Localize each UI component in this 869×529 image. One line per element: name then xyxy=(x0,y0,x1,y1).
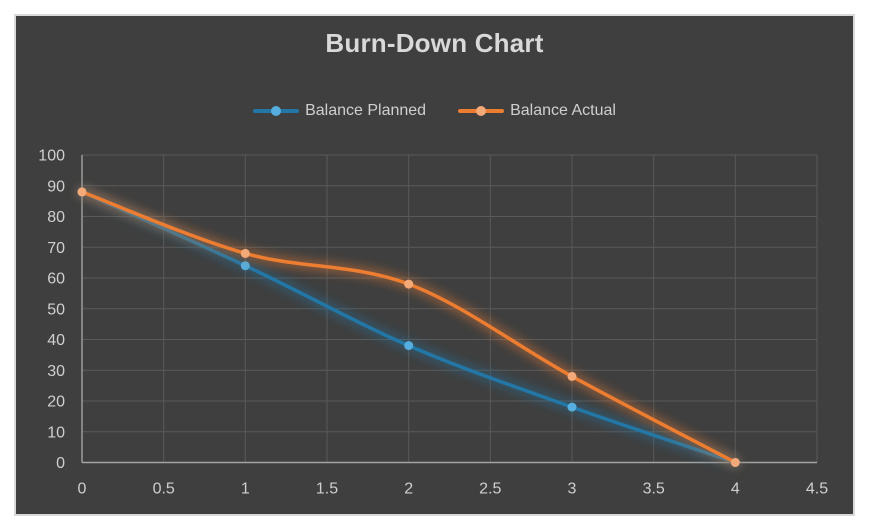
legend-line-marker-actual xyxy=(458,106,505,116)
data-point-marker-balance-actual xyxy=(77,187,87,197)
y-tick-label: 70 xyxy=(47,240,65,257)
data-point-marker-balance-actual xyxy=(240,248,250,258)
x-tick-label: 3 xyxy=(568,481,577,498)
legend-item-balance-actual: Balance Actual xyxy=(458,102,616,120)
y-tick-label: 40 xyxy=(47,332,65,349)
x-tick-label: 1 xyxy=(241,481,250,498)
data-point-marker-balance-actual xyxy=(567,371,577,381)
data-point-marker-balance-actual xyxy=(404,279,414,289)
y-tick-label: 80 xyxy=(47,209,65,226)
data-point-marker-balance-actual xyxy=(730,458,740,467)
chart-frame: Burn-Down Chart Balance Planned Balance … xyxy=(14,14,855,516)
y-tick-label: 100 xyxy=(38,148,65,165)
x-tick-label: 2.5 xyxy=(479,481,501,498)
y-tick-label: 90 xyxy=(47,178,65,195)
series-balance-actual xyxy=(77,186,741,468)
legend-label-balance-planned: Balance Planned xyxy=(305,102,427,119)
x-tick-label: 2 xyxy=(404,481,413,498)
gridlines xyxy=(82,154,818,463)
y-tick-label: 30 xyxy=(47,363,65,380)
plot-area: 0 10 20 30 40 50 60 70 80 90 100 0 0.5 1 1.5 2 2.5 3 3.5 4 4… xyxy=(38,148,828,498)
data-point-marker-balance-planned xyxy=(240,261,250,271)
chart-legend: Balance Planned Balance Actual xyxy=(16,102,853,120)
y-tick-label: 50 xyxy=(47,301,65,318)
tick-labels: 0 10 20 30 40 50 60 70 80 90 100 0 0.5 1 1.5 2 2.5 3 3.5 4 4… xyxy=(38,148,828,498)
y-tick-label: 10 xyxy=(47,424,65,441)
data-point-marker-balance-planned xyxy=(567,402,577,412)
legend-item-balance-planned: Balance Planned xyxy=(253,102,426,120)
legend-label-balance-actual: Balance Actual xyxy=(510,102,616,119)
data-point-marker-balance-planned xyxy=(404,341,414,351)
x-tick-label: 4 xyxy=(731,481,740,498)
x-tick-label: 0 xyxy=(78,481,87,498)
y-tick-label: 0 xyxy=(56,455,65,472)
axis-lines xyxy=(81,155,817,464)
x-tick-label: 1.5 xyxy=(316,481,338,498)
chart-title: Burn-Down Chart xyxy=(325,28,544,58)
legend-dot-marker-actual xyxy=(476,106,487,116)
x-tick-label: 0.5 xyxy=(153,481,175,498)
x-tick-label: 4.5 xyxy=(806,481,828,498)
y-tick-label: 20 xyxy=(47,394,65,411)
y-tick-label: 60 xyxy=(47,271,65,288)
x-tick-label: 3.5 xyxy=(643,481,665,498)
legend-line-marker-planned xyxy=(253,106,300,116)
legend-dot-marker-planned xyxy=(271,106,282,116)
